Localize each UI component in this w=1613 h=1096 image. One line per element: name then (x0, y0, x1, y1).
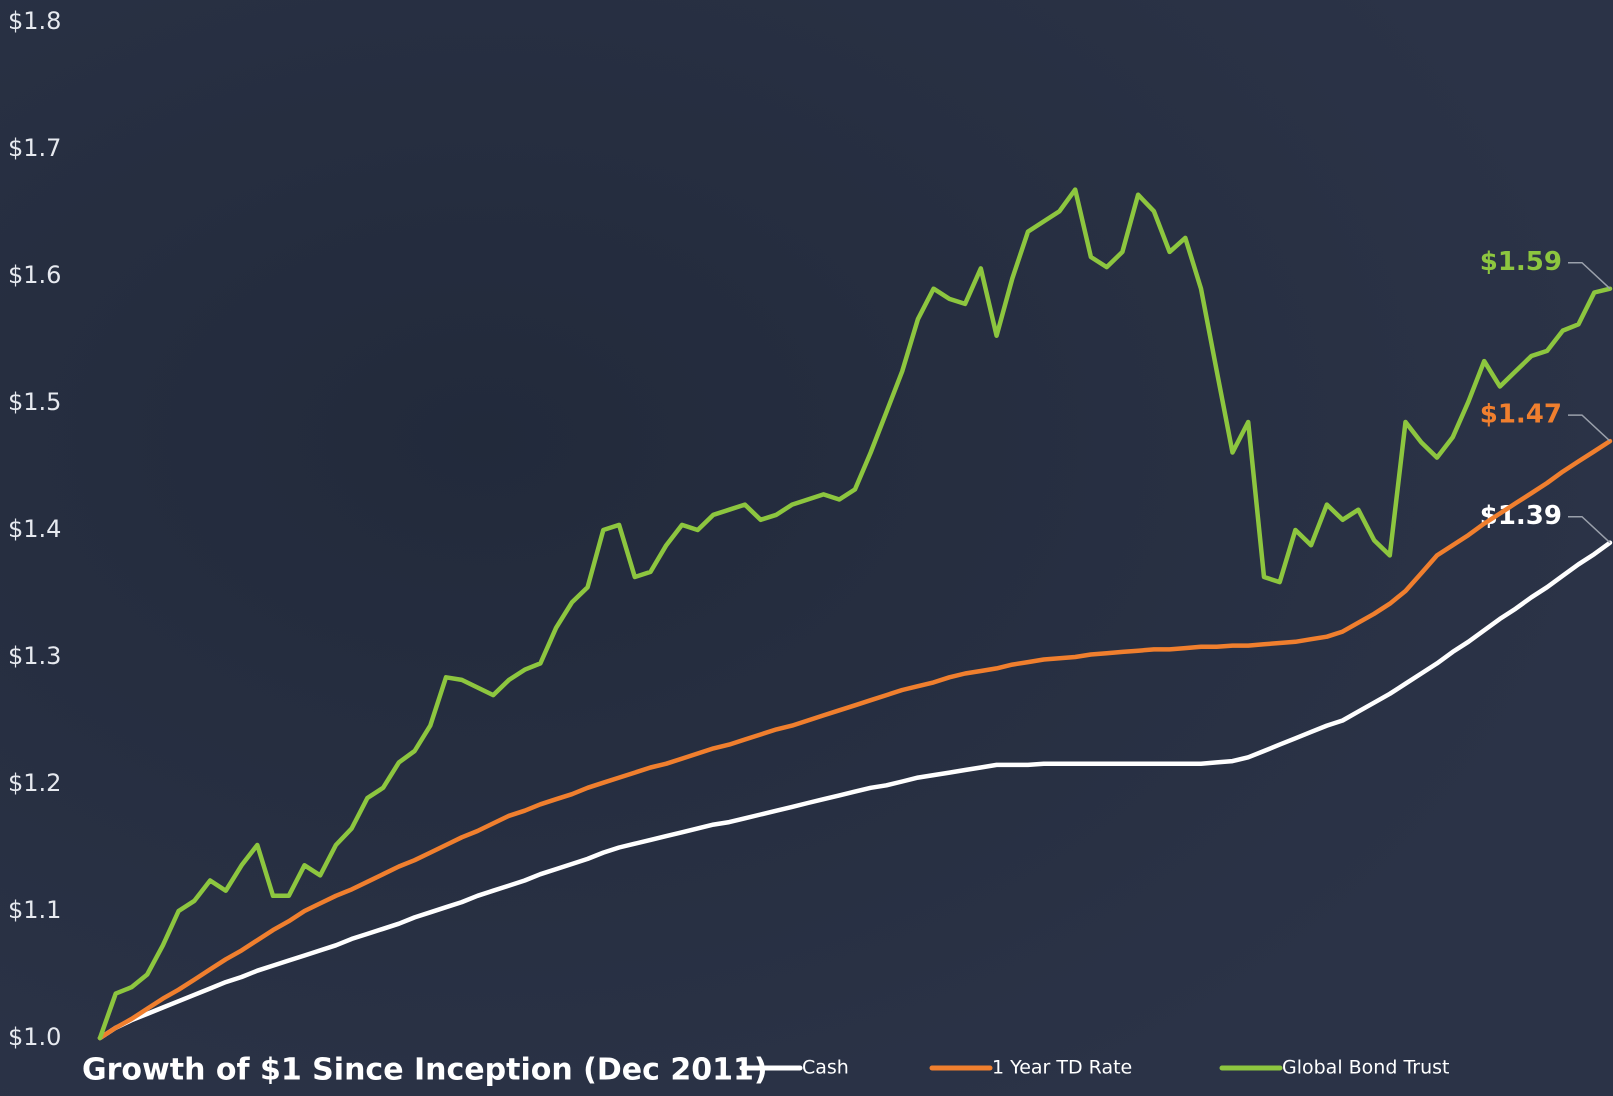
legend-label: 1 Year TD Rate (992, 1057, 1132, 1079)
chart-title: Growth of $1 Since Inception (Dec 2011) (82, 1053, 768, 1088)
y-tick-label: $1.3 (8, 642, 61, 670)
leader-line (1568, 515, 1611, 544)
y-tick-label: $1.1 (8, 896, 61, 924)
y-tick-label: $1.8 (8, 7, 61, 35)
end-label: $1.47 (1480, 400, 1562, 430)
y-tick-label: $1.6 (8, 261, 61, 289)
leader-line (1568, 414, 1611, 442)
legend-label: Global Bond Trust (1282, 1057, 1449, 1079)
series-line (97, 438, 1613, 1041)
leader-line (1568, 261, 1611, 290)
y-tick-label: $1.2 (8, 769, 61, 797)
y-tick-label: $1.7 (8, 134, 61, 162)
legend-label: Cash (802, 1057, 849, 1079)
y-tick-label: $1.5 (8, 388, 61, 416)
y-tick-label: $1.4 (8, 515, 61, 543)
end-label: $1.59 (1480, 247, 1562, 277)
series-line (97, 540, 1613, 1041)
series-line (97, 187, 1613, 1041)
y-tick-label: $1.0 (8, 1023, 61, 1051)
